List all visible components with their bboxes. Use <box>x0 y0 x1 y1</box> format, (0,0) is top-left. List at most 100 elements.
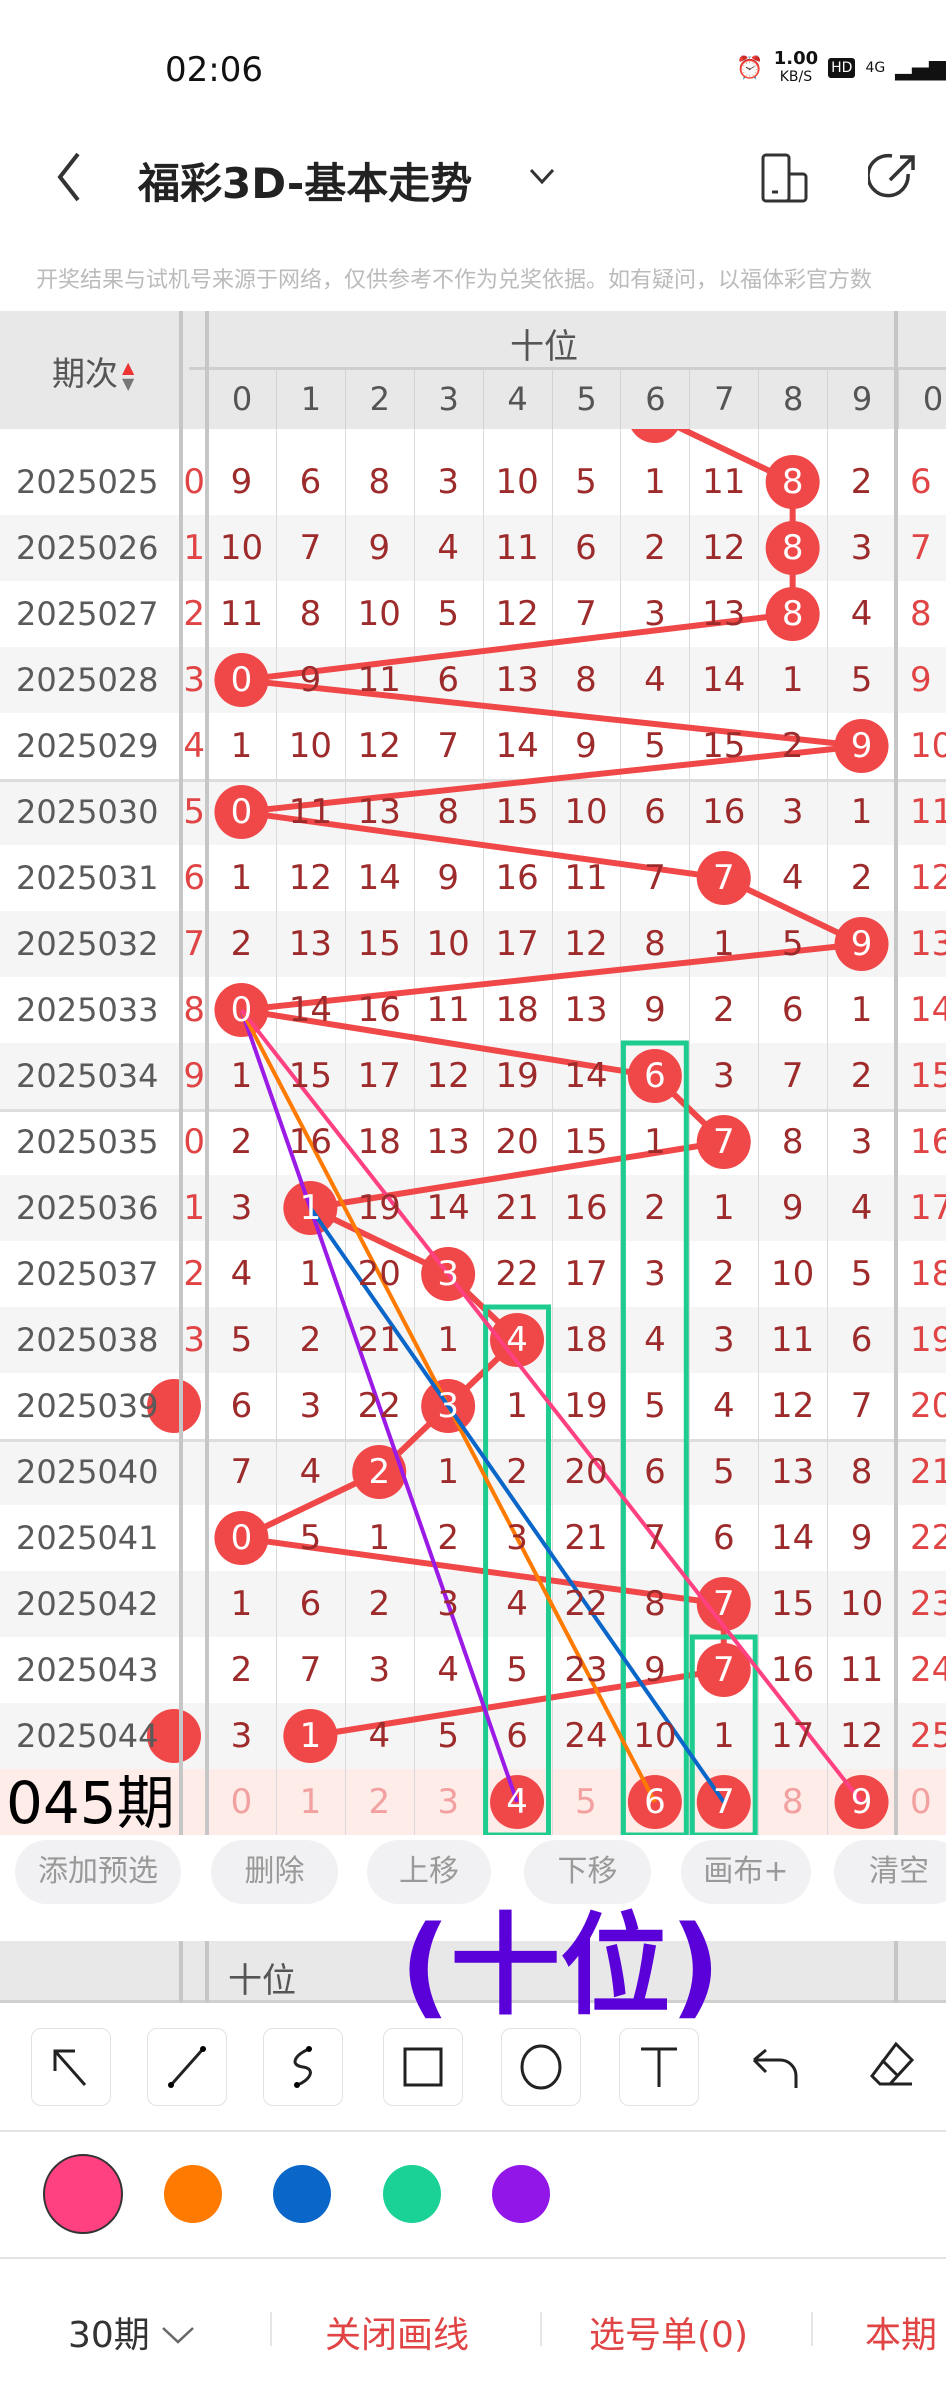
omission-cell[interactable]: 10 <box>839 1584 884 1624</box>
omission-cell[interactable]: 4 <box>506 1584 528 1624</box>
winning-digit-cell[interactable]: 0 <box>230 1518 253 1558</box>
omission-cell[interactable]: 13 <box>771 1452 815 1492</box>
omission-cell[interactable]: 1 <box>368 1518 391 1558</box>
color-swatch[interactable] <box>492 2165 550 2223</box>
winning-digit-cell[interactable]: 7 <box>712 1584 735 1624</box>
omission-cell[interactable]: 10 <box>219 528 264 568</box>
omission-cell[interactable]: 11 <box>564 858 608 898</box>
omission-cell[interactable]: 15 <box>771 1584 815 1624</box>
winning-digit-cell[interactable]: 7 <box>712 1122 735 1162</box>
table-row[interactable]: 2025042 1 6 2 3 4 22 8 7 15 10 23 <box>0 1571 946 1637</box>
omission-cell[interactable]: 13 <box>564 990 608 1030</box>
omission-cell[interactable]: 4 <box>850 594 873 634</box>
omission-cell[interactable]: 17 <box>495 924 539 964</box>
omission-cell[interactable]: 20 <box>564 1452 608 1492</box>
omission-cell[interactable]: 10 <box>633 1716 677 1756</box>
omission-cell[interactable]: 13 <box>426 1122 470 1162</box>
table-row[interactable]: 2025032 7 2 13 15 10 17 12 8 1 5 9 13 <box>0 911 946 977</box>
winning-digit-cell[interactable]: 7 <box>712 858 735 898</box>
omission-cell[interactable]: 2 <box>644 1188 666 1228</box>
omission-cell[interactable]: 8 <box>850 1452 873 1492</box>
omission-cell[interactable]: 1 <box>437 1320 459 1360</box>
omission-cell[interactable]: 5 <box>644 726 666 766</box>
omission-cell[interactable]: 4 <box>644 1320 666 1360</box>
clear-button[interactable]: 清空 <box>834 1840 946 1904</box>
table-row[interactable]: 2025041 0 5 1 2 3 21 7 6 14 9 22 <box>0 1505 946 1571</box>
omission-cell[interactable]: 12 <box>839 1716 884 1756</box>
omission-cell[interactable]: 2 <box>299 1320 322 1360</box>
omission-cell[interactable]: 13 <box>495 660 539 700</box>
omission-cell[interactable]: 18 <box>357 1122 401 1162</box>
omission-cell[interactable]: 13 <box>702 594 746 634</box>
omission-cell[interactable]: 9 <box>299 660 322 700</box>
rectangle-tool[interactable] <box>383 2028 463 2106</box>
omission-cell[interactable]: 9 <box>368 528 391 568</box>
winning-digit-cell[interactable]: 0 <box>230 660 253 700</box>
winning-digit-cell[interactable]: 3 <box>437 1386 459 1426</box>
omission-cell[interactable]: 1 <box>230 1056 253 1096</box>
omission-cell[interactable]: 9 <box>781 1188 804 1228</box>
omission-cell[interactable]: 8 <box>781 1122 804 1162</box>
omission-cell[interactable]: 3 <box>299 1386 322 1426</box>
omission-cell[interactable]: 12 <box>564 924 608 964</box>
table-row[interactable]: 2025030 5 0 11 13 8 15 10 6 16 3 1 11 <box>0 779 946 845</box>
omission-cell[interactable]: 5 <box>437 594 459 634</box>
table-row[interactable]: 2025038 3 5 2 21 1 4 18 4 3 11 6 19 <box>0 1307 946 1373</box>
omission-cell[interactable]: 16 <box>564 1188 608 1228</box>
winning-digit-cell[interactable]: 9 <box>850 924 873 964</box>
omission-cell[interactable]: 1 <box>712 1188 735 1228</box>
omission-cell[interactable]: 5 <box>230 1320 253 1360</box>
omission-cell[interactable]: 16 <box>288 1122 333 1162</box>
winning-digit-cell[interactable]: 7 <box>712 1650 735 1690</box>
omission-cell[interactable]: 19 <box>357 1188 401 1228</box>
omission-cell[interactable]: 10 <box>564 792 608 832</box>
omission-cell[interactable]: 5 <box>437 1716 459 1756</box>
text-tool[interactable] <box>619 2028 699 2106</box>
omission-cell[interactable]: 3 <box>368 1650 391 1690</box>
omission-cell[interactable]: 14 <box>564 1056 608 1096</box>
omission-cell[interactable]: 5 <box>575 462 597 502</box>
omission-cell[interactable]: 6 <box>575 528 597 568</box>
omission-cell[interactable]: 14 <box>357 858 401 898</box>
omission-cell[interactable]: 3 <box>850 528 873 568</box>
omission-cell[interactable]: 2 <box>644 528 666 568</box>
winning-digit-cell[interactable]: 8 <box>781 594 804 634</box>
omission-cell[interactable]: 12 <box>426 1056 470 1096</box>
omission-cell[interactable]: 11 <box>288 792 333 832</box>
winning-digit-cell[interactable]: 1 <box>299 1188 322 1228</box>
omission-cell[interactable]: 1 <box>230 858 253 898</box>
table-row[interactable]: 2025037 2 4 1 20 3 22 17 3 2 10 5 18 <box>0 1241 946 1307</box>
omission-cell[interactable]: 19 <box>564 1386 608 1426</box>
drawn-text-annotation[interactable]: (十位) <box>400 1902 721 2030</box>
table-row[interactable]: 2025035 0 2 16 18 13 20 15 1 7 8 3 16 <box>0 1109 946 1175</box>
omission-cell[interactable]: 3 <box>850 1122 873 1162</box>
omission-cell[interactable]: 14 <box>288 990 333 1030</box>
omission-cell[interactable]: 3 <box>644 594 666 634</box>
omission-cell[interactable]: 8 <box>644 924 666 964</box>
omission-cell[interactable]: 6 <box>712 1518 735 1558</box>
omission-cell[interactable]: 7 <box>644 858 666 898</box>
omission-cell[interactable]: 21 <box>495 1188 539 1228</box>
omission-cell[interactable]: 11 <box>219 594 264 634</box>
omission-cell[interactable]: 15 <box>288 1056 333 1096</box>
omission-cell[interactable]: 6 <box>230 1386 253 1426</box>
omission-cell[interactable]: 4 <box>299 1452 322 1492</box>
omission-cell[interactable]: 9 <box>644 990 666 1030</box>
selection-list-button[interactable]: 选号单(0) <box>589 2315 748 2356</box>
prediction-digit[interactable]: 3 <box>437 1782 459 1822</box>
omission-cell[interactable]: 5 <box>299 1518 322 1558</box>
omission-cell[interactable]: 8 <box>368 462 391 502</box>
omission-cell[interactable]: 2 <box>230 924 253 964</box>
omission-cell[interactable]: 1 <box>437 1452 459 1492</box>
close-drawing-button[interactable]: 关闭画线 <box>325 2315 470 2356</box>
omission-cell[interactable]: 1 <box>781 660 804 700</box>
omission-cell[interactable]: 7 <box>575 594 597 634</box>
omission-cell[interactable]: 3 <box>712 1320 735 1360</box>
omission-cell[interactable]: 11 <box>357 660 401 700</box>
omission-cell[interactable]: 2 <box>712 990 735 1030</box>
omission-cell[interactable]: 3 <box>437 462 459 502</box>
omission-cell[interactable]: 17 <box>771 1716 815 1756</box>
omission-cell[interactable]: 13 <box>357 792 401 832</box>
delete-button[interactable]: 删除 <box>211 1840 338 1904</box>
page-title[interactable]: 福彩3D-基本走势 <box>138 159 473 208</box>
